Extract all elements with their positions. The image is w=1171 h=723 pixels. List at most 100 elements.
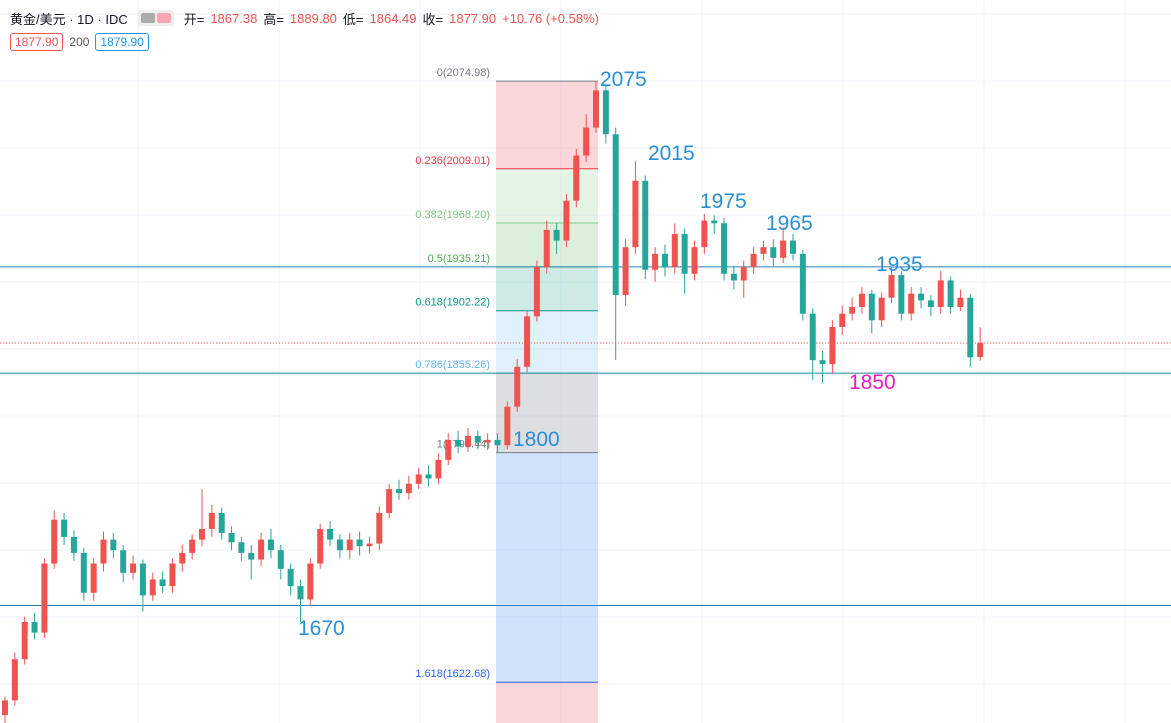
candle-body <box>159 579 166 587</box>
fib-label: 1(1795.44) <box>437 439 490 451</box>
candle-body <box>199 528 205 540</box>
candle-body <box>977 343 984 358</box>
candle-body <box>218 513 225 533</box>
candle-body <box>583 127 590 156</box>
candle-body <box>2 700 8 716</box>
annotation: 1850 <box>849 371 896 394</box>
candle-body <box>21 621 28 660</box>
candle-body <box>563 200 570 241</box>
candle-body <box>41 563 48 633</box>
candle-body <box>100 539 107 564</box>
candle-body <box>760 247 767 254</box>
candle-body <box>327 528 334 540</box>
ohlc-row: 黄金/美元 · 1D · IDC 开= 1867.38 高= 1889.80 低= 1… <box>10 8 599 28</box>
high-label: 高= <box>263 11 284 27</box>
candle-body <box>149 579 156 596</box>
candle-body <box>130 563 137 573</box>
candle-body <box>277 550 284 569</box>
fib-zone <box>496 168 598 224</box>
candle-body <box>297 586 304 600</box>
fib-zone <box>496 682 598 723</box>
candle-body <box>346 539 353 551</box>
candle-body <box>435 459 442 479</box>
candle-body <box>780 240 787 258</box>
candle-body <box>445 439 452 460</box>
fib-zone <box>496 310 598 374</box>
candle-body <box>533 267 540 317</box>
spread: 200 <box>69 35 90 49</box>
candle-body <box>652 253 659 270</box>
fib-label: 0.382(1968.20) <box>415 209 490 221</box>
candle-body <box>317 528 324 564</box>
candle-body <box>11 659 18 701</box>
annotation: 1965 <box>766 212 813 235</box>
candle-body <box>661 253 668 268</box>
candle-body <box>878 297 885 321</box>
fib-label: 0(2074.98) <box>437 67 490 79</box>
candle-body <box>937 280 944 308</box>
candle-body <box>179 552 186 564</box>
candle-body <box>524 316 531 367</box>
fib-zone <box>496 266 598 311</box>
candle-body <box>543 229 550 268</box>
candle-body <box>632 180 639 248</box>
candle-body <box>957 297 964 308</box>
candle-body <box>612 134 619 296</box>
candle-body <box>110 539 117 551</box>
candle-body <box>307 563 314 600</box>
candle-body <box>425 474 432 479</box>
candle-body <box>967 297 974 358</box>
candle-body <box>701 220 708 248</box>
fib-label: 0.5(1935.21) <box>428 253 490 265</box>
fib-zone <box>496 373 598 453</box>
candle-body <box>829 326 836 365</box>
candle-body <box>248 552 255 560</box>
candle-body <box>258 539 265 560</box>
candle-body <box>386 489 393 514</box>
high: 1889.80 <box>289 10 337 26</box>
fib-zone <box>496 81 598 169</box>
fib-label: 0.786(1855.26) <box>415 359 490 371</box>
annotation: 2075 <box>600 68 647 91</box>
toggle[interactable] <box>137 10 174 26</box>
candle-body <box>908 293 915 314</box>
close-label: 收= <box>422 11 444 27</box>
fib-label: 0.618(1902.22) <box>415 297 490 309</box>
candle-body <box>51 519 58 564</box>
annotation: 2015 <box>648 142 695 165</box>
candle-body <box>573 155 580 201</box>
candle-body <box>927 300 934 308</box>
change: +10.76 (+0.58%) <box>502 10 599 26</box>
candle-body <box>31 621 38 633</box>
low-label: 低= <box>342 11 364 27</box>
candle-body <box>120 550 127 573</box>
candle-body <box>494 439 501 446</box>
candle-body <box>730 273 737 281</box>
annotation: 1800 <box>513 428 560 451</box>
candle-body <box>61 519 68 537</box>
buy-price[interactable]: 1879.90 <box>95 33 149 51</box>
candle-body <box>809 313 816 361</box>
legend-header: 黄金/美元 · 1D · IDC 开= 1867.38 高= 1889.80 低= 1… <box>10 8 599 52</box>
candle-body <box>376 513 383 544</box>
sell-price[interactable]: 1877.90 <box>10 33 64 51</box>
candle-body <box>189 539 196 553</box>
candle-body <box>750 253 757 268</box>
candle-body <box>415 474 422 484</box>
candle-body <box>484 439 491 443</box>
symbol[interactable]: 黄金/美元 · 1D · IDC <box>10 11 128 27</box>
candle-body <box>336 539 343 551</box>
close: 1877.90 <box>449 10 497 26</box>
candle-body <box>504 406 511 446</box>
trade-row: 1877.90 200 1879.90 <box>10 32 599 52</box>
candle-body <box>888 275 895 298</box>
candle-body <box>464 435 471 447</box>
candle-body <box>681 233 688 274</box>
fib-label: 1.618(1622.68) <box>415 668 490 680</box>
candle-body <box>868 293 875 321</box>
candle-body <box>455 439 462 447</box>
candle-body <box>139 563 146 596</box>
candle-body <box>839 313 846 327</box>
candle-body <box>405 483 412 494</box>
